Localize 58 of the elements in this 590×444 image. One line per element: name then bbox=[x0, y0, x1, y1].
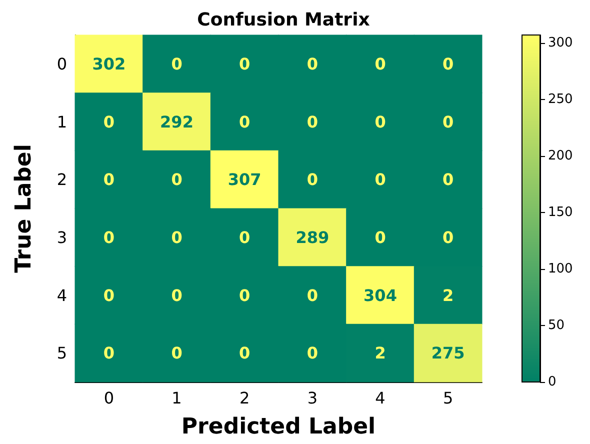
data-label: 0 bbox=[103, 286, 114, 305]
data-label: 0 bbox=[306, 344, 318, 363]
x-tick-label: 0 bbox=[104, 388, 114, 408]
data-label: 0 bbox=[171, 344, 182, 363]
color-bar-label: 300 bbox=[548, 35, 573, 50]
data-label: 0 bbox=[171, 286, 182, 305]
data-label: 0 bbox=[306, 112, 318, 132]
color-bar-label: 0 bbox=[548, 374, 556, 390]
color-bar-label: 50 bbox=[548, 318, 565, 333]
data-label: 302 bbox=[92, 54, 126, 74]
y-tick-label: 0 bbox=[56, 54, 67, 74]
data-label: 2 bbox=[374, 344, 386, 363]
data-label: 304 bbox=[364, 286, 397, 305]
data-label: 2 bbox=[442, 286, 454, 305]
data-label: 0 bbox=[442, 54, 454, 74]
x-axis-title: Predicted Label bbox=[181, 414, 376, 440]
x-tick-label: 3 bbox=[307, 388, 318, 408]
y-tick-label: 5 bbox=[56, 344, 67, 363]
data-label: 0 bbox=[103, 228, 114, 247]
data-label: 289 bbox=[296, 228, 330, 247]
y-tick-label: 3 bbox=[56, 228, 67, 247]
data-label: 0 bbox=[103, 112, 114, 132]
chart-title: Confusion Matrix bbox=[197, 10, 370, 30]
data-label: 0 bbox=[306, 54, 318, 74]
y-tick-label: 1 bbox=[56, 112, 67, 132]
color-bar-label: 200 bbox=[548, 148, 573, 164]
data-label: 0 bbox=[239, 54, 250, 74]
data-label: 0 bbox=[239, 286, 250, 305]
x-tick-label: 5 bbox=[442, 388, 454, 408]
data-label: 0 bbox=[103, 170, 114, 190]
x-tick-label: 1 bbox=[172, 388, 182, 408]
data-label: 292 bbox=[160, 112, 194, 132]
y-axis-title: True Label bbox=[12, 144, 36, 273]
x-tick-label: 2 bbox=[239, 388, 250, 408]
data-label: 0 bbox=[171, 54, 182, 74]
color-bar-label: 150 bbox=[548, 204, 573, 220]
data-label: 0 bbox=[239, 112, 250, 132]
data-label: 0 bbox=[442, 228, 454, 247]
data-label: 0 bbox=[374, 228, 386, 247]
data-label: 0 bbox=[103, 344, 114, 363]
data-label: 0 bbox=[374, 112, 386, 132]
data-label: 0 bbox=[374, 170, 386, 190]
data-label: 0 bbox=[442, 112, 454, 132]
y-tick-label: 2 bbox=[56, 170, 67, 190]
x-tick-label: 4 bbox=[375, 388, 386, 408]
data-label: 0 bbox=[171, 228, 182, 247]
data-label: 0 bbox=[171, 170, 182, 190]
color-bar-label: 250 bbox=[548, 92, 573, 107]
data-label: 0 bbox=[239, 228, 250, 247]
data-label: 0 bbox=[306, 170, 318, 190]
data-label: 0 bbox=[442, 170, 454, 190]
data-label: 0 bbox=[306, 286, 318, 305]
y-tick-label: 4 bbox=[56, 286, 67, 305]
data-label: 0 bbox=[374, 54, 386, 74]
data-label: 0 bbox=[239, 344, 250, 363]
color-bar-label: 100 bbox=[548, 261, 573, 276]
data-label: 275 bbox=[431, 344, 465, 363]
data-label: 307 bbox=[228, 170, 262, 190]
